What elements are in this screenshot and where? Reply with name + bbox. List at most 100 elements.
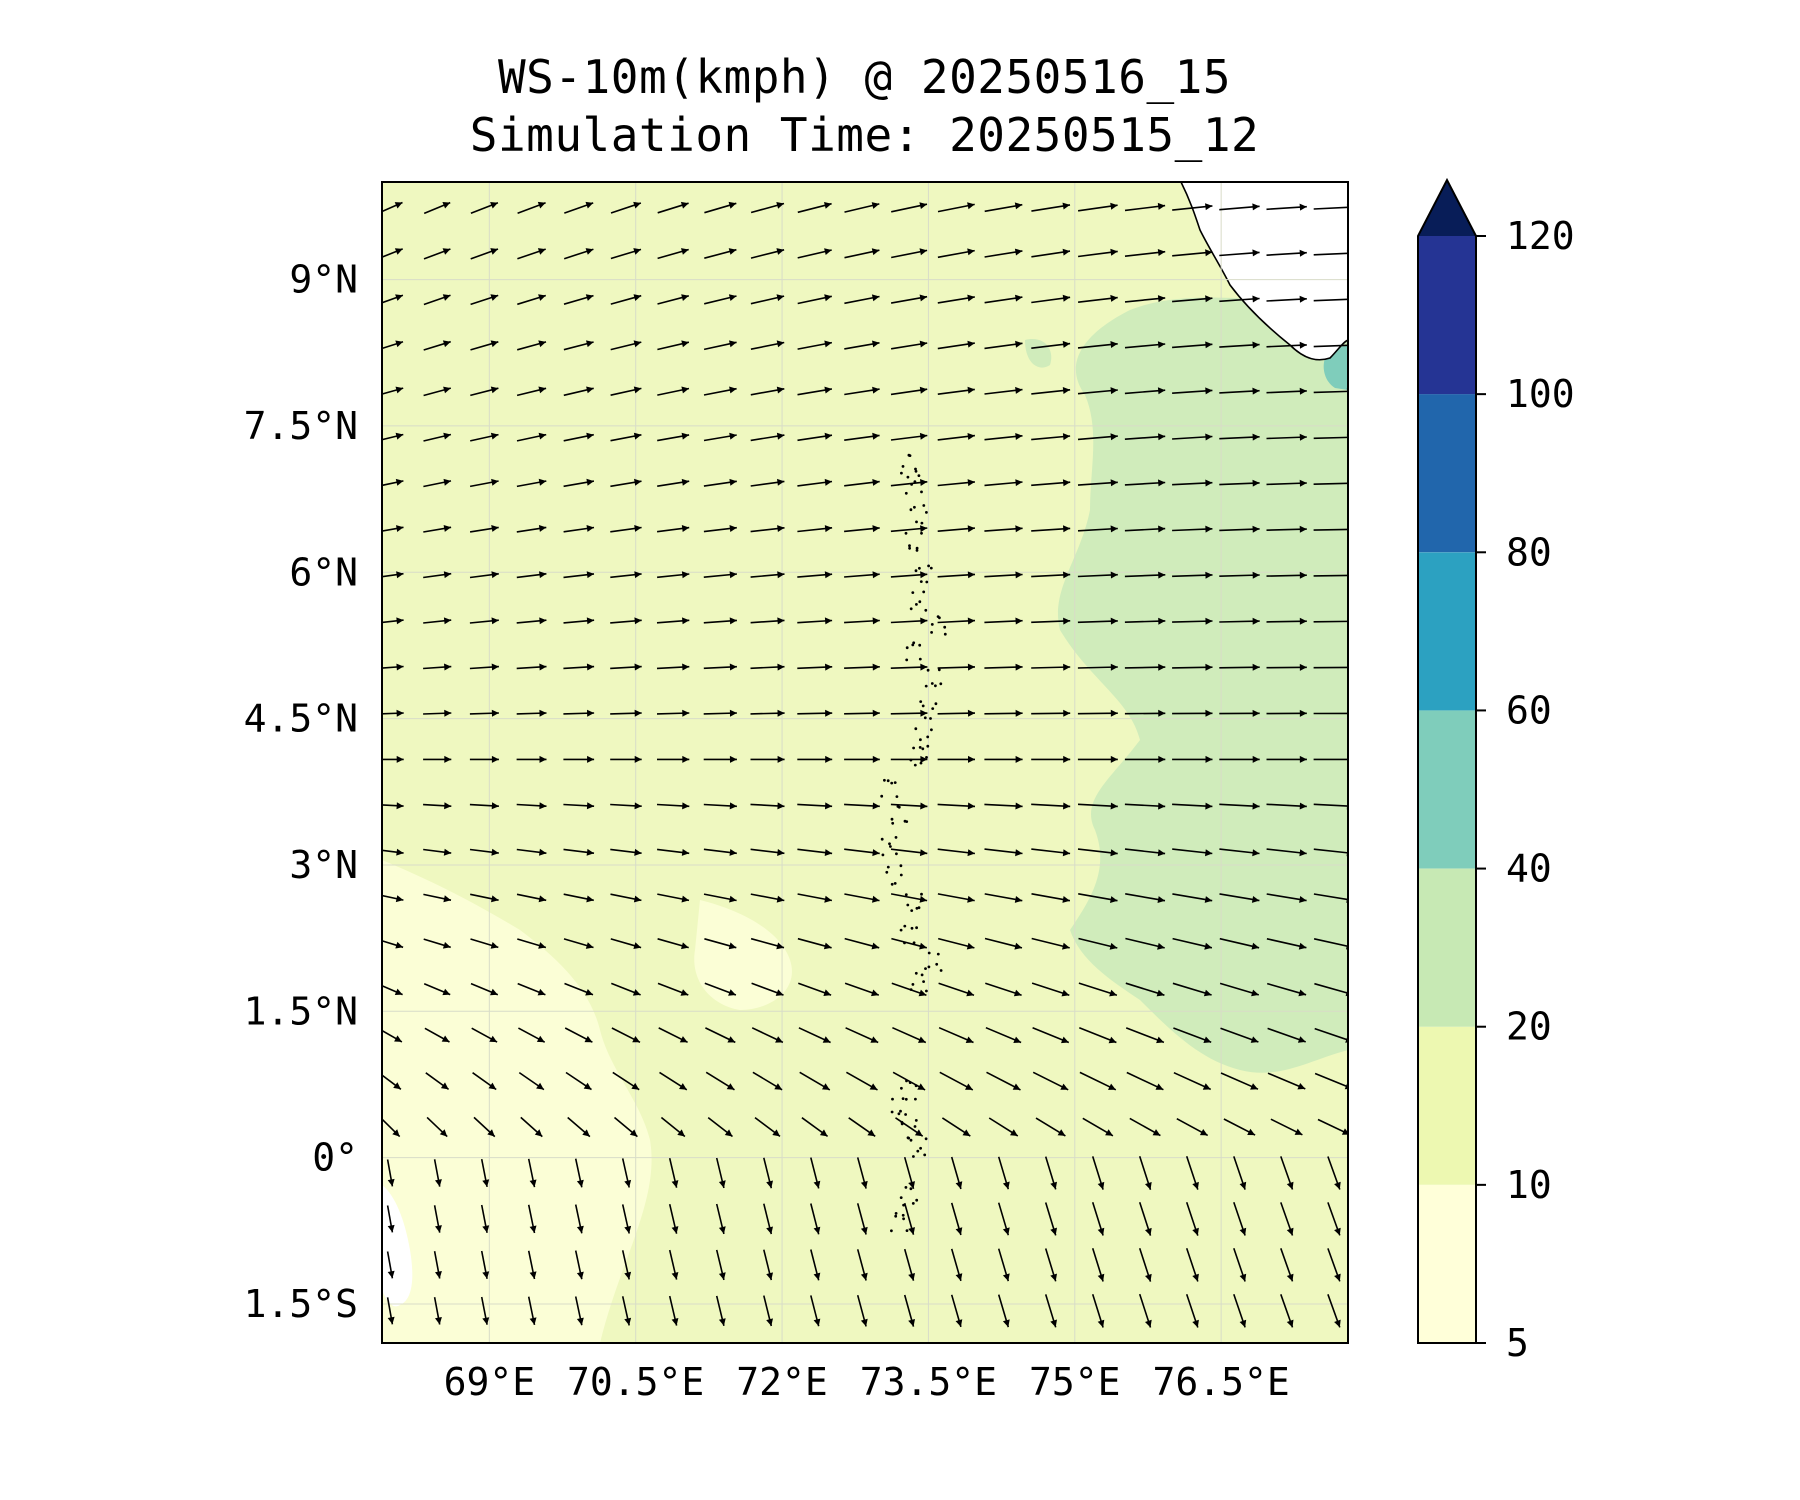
wind-arrow bbox=[1280, 1248, 1294, 1282]
wind-arrow bbox=[1077, 202, 1118, 212]
wind-arrow bbox=[1031, 294, 1071, 304]
wind-arrow bbox=[984, 340, 1023, 350]
island-dot bbox=[914, 469, 918, 473]
wind-arrow bbox=[1129, 1117, 1161, 1137]
island-dot bbox=[895, 795, 899, 798]
wind-arrow bbox=[656, 663, 690, 671]
wind-arrow bbox=[1172, 387, 1213, 395]
wind-arrow bbox=[890, 340, 928, 350]
island-dot bbox=[936, 615, 940, 618]
wind-arrow bbox=[426, 1116, 448, 1138]
island-dot bbox=[904, 491, 908, 495]
wind-arrow bbox=[997, 1248, 1010, 1282]
wind-arrow bbox=[937, 663, 976, 671]
wind-arrow bbox=[656, 617, 690, 625]
island-dot bbox=[909, 1138, 913, 1142]
island-dot bbox=[921, 747, 925, 751]
wind-arrow bbox=[527, 1296, 537, 1326]
wind-arrow bbox=[1077, 525, 1118, 533]
wind-arrow bbox=[750, 294, 785, 305]
wind-arrow bbox=[470, 982, 499, 996]
wind-arrow bbox=[703, 478, 737, 487]
wind-arrow bbox=[516, 432, 547, 442]
wind-arrow bbox=[1219, 341, 1260, 349]
wind-arrow bbox=[1280, 1202, 1294, 1236]
wind-arrow bbox=[1031, 479, 1071, 487]
wind-arrow bbox=[810, 1295, 821, 1327]
wind-arrow bbox=[1267, 1027, 1306, 1043]
wind-arrow bbox=[704, 248, 737, 259]
wind-arrow bbox=[564, 201, 594, 214]
wind-arrow bbox=[1172, 893, 1213, 903]
island-dot bbox=[899, 864, 903, 868]
wind-arrow bbox=[517, 294, 547, 306]
island-dot bbox=[912, 1155, 915, 1158]
wind-arrow bbox=[423, 478, 452, 488]
wind-arrow bbox=[610, 848, 642, 856]
island-dot bbox=[890, 1229, 893, 1233]
wind-arrow bbox=[1172, 617, 1213, 625]
wind-arrow bbox=[469, 617, 499, 625]
wind-arrow bbox=[1185, 1202, 1199, 1236]
lat-tick-label: 0° bbox=[312, 1136, 358, 1180]
wind-arrow bbox=[517, 201, 546, 214]
island-dot bbox=[889, 845, 892, 848]
wind-arrow bbox=[984, 571, 1023, 579]
wind-arrow bbox=[856, 1294, 868, 1327]
wind-arrow bbox=[705, 1027, 736, 1044]
wind-arrow bbox=[470, 893, 499, 903]
wind-arrow bbox=[1266, 617, 1307, 625]
island-dot bbox=[924, 967, 927, 970]
lon-tick-label: 70.5°E bbox=[567, 1360, 704, 1404]
wind-arrow bbox=[890, 479, 928, 487]
island-dot bbox=[927, 965, 931, 969]
wind-arrow bbox=[797, 202, 832, 214]
island-dot bbox=[897, 805, 901, 809]
wind-arrow bbox=[890, 663, 928, 671]
island-dot bbox=[919, 761, 923, 765]
wind-arrow bbox=[1091, 1202, 1105, 1236]
colorbar-bin bbox=[1418, 710, 1476, 869]
wind-arrow bbox=[937, 479, 975, 487]
island-dot bbox=[903, 819, 907, 823]
wind-arrow bbox=[382, 709, 404, 717]
wind-arrow bbox=[1044, 1294, 1057, 1328]
island-dot bbox=[886, 865, 890, 869]
wind-arrow bbox=[798, 1027, 831, 1044]
wind-arrow bbox=[984, 202, 1023, 213]
island-dot bbox=[917, 906, 921, 910]
wind-arrow bbox=[941, 1117, 971, 1137]
wind-arrow bbox=[895, 1117, 924, 1137]
wind-arrow bbox=[516, 663, 547, 671]
latitude-tick-labels: 9°N 7.5°N 6°N 4.5°N 3°N 1.5°N 0° 1.5°S bbox=[244, 258, 358, 1326]
wind-arrow bbox=[1173, 1071, 1212, 1091]
wind-arrow bbox=[574, 1204, 584, 1234]
field-20-40-zone bbox=[1057, 290, 1348, 1073]
wind-arrow bbox=[563, 802, 595, 810]
wind-arrow bbox=[844, 294, 880, 305]
wind-arrow bbox=[660, 1116, 686, 1138]
wind-arrow bbox=[845, 1027, 879, 1044]
island-dot bbox=[905, 658, 909, 662]
wind-arrow bbox=[1266, 479, 1307, 487]
wind-arrow bbox=[668, 1249, 679, 1280]
wind-arrow bbox=[763, 1295, 773, 1327]
wind-arrow bbox=[657, 432, 690, 442]
wind-arrow bbox=[1091, 1156, 1105, 1190]
wind-arrow bbox=[1280, 1294, 1294, 1328]
wind-arrow bbox=[657, 893, 690, 903]
wind-arrow bbox=[382, 386, 404, 395]
island-dot bbox=[900, 1086, 903, 1090]
island-dot bbox=[925, 580, 929, 584]
wind-arrow bbox=[516, 386, 547, 397]
wind-arrow bbox=[890, 432, 928, 441]
wind-arrow bbox=[844, 755, 880, 763]
island-dot bbox=[906, 1136, 910, 1140]
wind-arrow bbox=[1077, 802, 1118, 810]
wind-arrow bbox=[1031, 848, 1071, 857]
island-dot bbox=[913, 1125, 917, 1128]
wind-arrow bbox=[703, 525, 737, 533]
plot-frame bbox=[381, 181, 1349, 1344]
wind-arrow bbox=[1270, 1118, 1303, 1136]
lat-tick-label: 1.5°S bbox=[244, 1282, 358, 1326]
